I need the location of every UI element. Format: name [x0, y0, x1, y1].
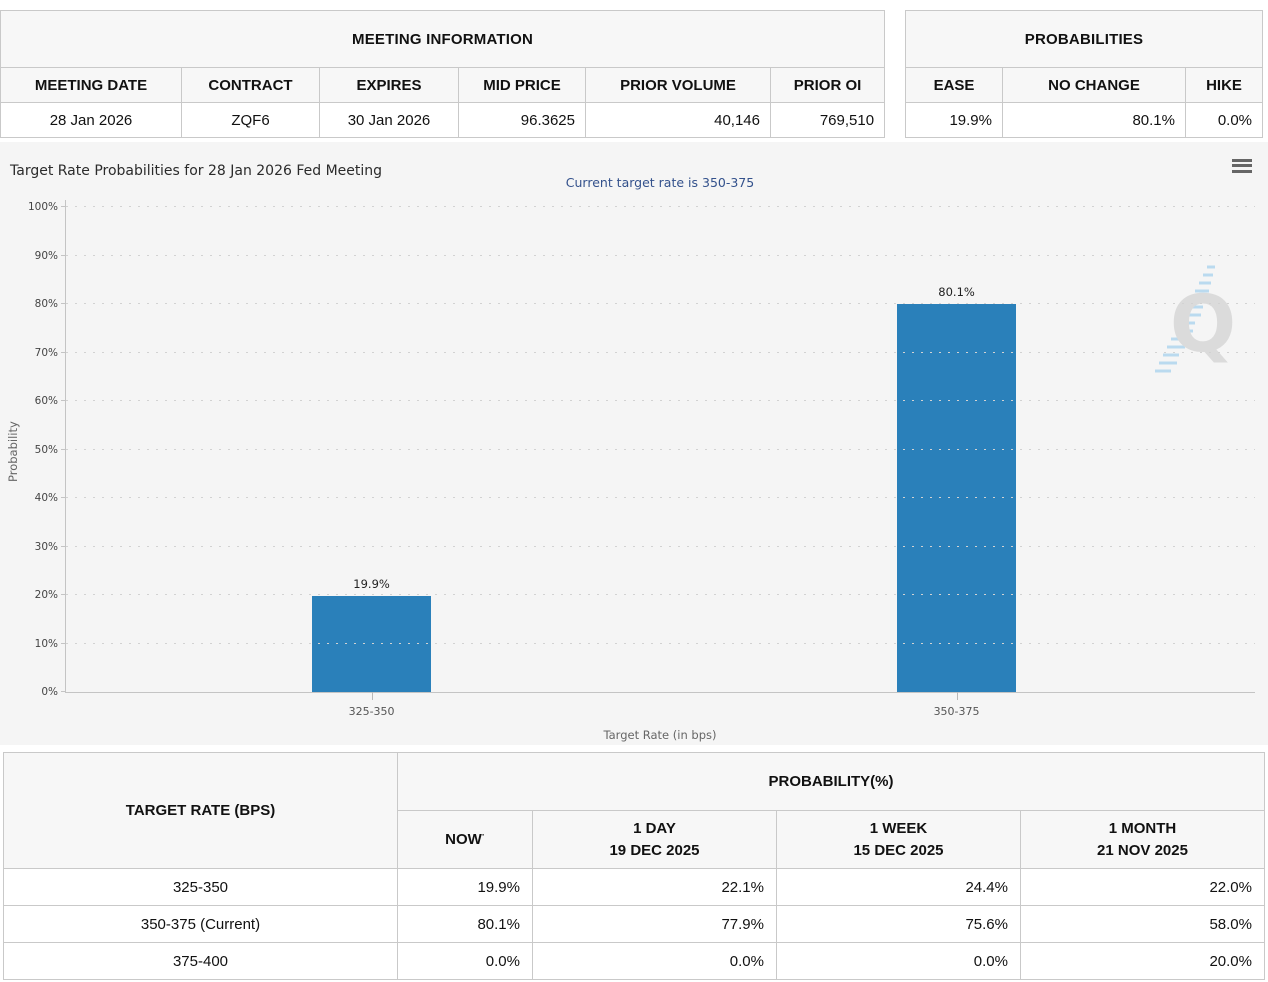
y-tick-20 [61, 594, 66, 595]
one-day-value-325-350: 22.1% [532, 868, 777, 906]
probability-group-header: PROBABILITY(%) [397, 752, 1265, 811]
gridline-100 [66, 206, 1255, 207]
rate-history-section: TARGET RATE (BPS) PROBABILITY(%) NOW· 1 … [3, 752, 1265, 980]
one-week-column-header: 1 WEEK 15 DEC 2025 [776, 810, 1021, 869]
y-tick-0 [61, 691, 66, 692]
gridline-10 [66, 642, 1255, 644]
y-tick-10 [61, 642, 66, 644]
meeting-date-value: 28 Jan 2026 [0, 102, 182, 138]
prior-oi-value: 769,510 [769, 102, 886, 138]
one-month-column-header: 1 MONTH 21 NOV 2025 [1020, 810, 1265, 869]
rate-probability-history-table: TARGET RATE (BPS) PROBABILITY(%) NOW· 1 … [3, 752, 1265, 980]
y-axis-label-60: 60% [34, 395, 58, 407]
y-tick-30 [61, 545, 66, 547]
y-tick-70 [61, 351, 66, 353]
now-value-375-400: 0.0% [397, 942, 533, 980]
gridline-90 [66, 254, 1255, 256]
y-tick-40 [61, 497, 66, 498]
prior-oi-header: PRIOR OI [769, 67, 886, 103]
mid-price-header: MID PRICE [458, 67, 586, 103]
top-summary-section: MEETING INFORMATION MEETING DATE CONTRAC… [0, 0, 1268, 142]
y-axis-label-10: 10% [34, 637, 58, 650]
svg-text:Q: Q [1170, 280, 1236, 370]
one-day-value-350-375: 77.9% [532, 905, 777, 943]
prior-volume-header: PRIOR VOLUME [585, 67, 771, 103]
y-axis-title: Probability [6, 421, 20, 483]
target-rate-bps-header: TARGET RATE (BPS) [3, 752, 398, 869]
y-tick-90 [61, 254, 66, 256]
meeting-information-title: MEETING INFORMATION [0, 10, 886, 68]
y-axis-label-80: 80% [34, 298, 58, 310]
table-row: 350-375 (Current) 80.1% 77.9% 75.6% 58.0… [3, 905, 1265, 943]
probabilities-table: PROBABILITIES EASE NO CHANGE HIKE 19.9% … [904, 10, 1264, 138]
ease-header: EASE [905, 67, 1003, 103]
probabilities-title: PROBABILITIES [904, 10, 1264, 68]
prior-volume-value: 40,146 [585, 102, 771, 138]
one-day-value-375-400: 0.0% [532, 942, 777, 980]
y-tick-50 [61, 448, 66, 450]
y-axis-label-90: 90% [34, 249, 58, 262]
y-axis-label-50: 50% [34, 443, 58, 456]
target-rate-probability-chart: Target Rate Probabilities for 28 Jan 202… [0, 142, 1268, 745]
target-rate-325-350: 325-350 [3, 868, 398, 906]
y-axis-label-40: 40% [34, 492, 58, 504]
now-value-350-375: 80.1% [397, 905, 533, 943]
now-column-header: NOW· [397, 810, 533, 869]
no-change-value: 80.1% [1002, 102, 1186, 138]
target-rate-350-375-current: 350-375 (Current) [3, 905, 398, 943]
y-tick-80 [61, 303, 66, 304]
gridline-40 [66, 497, 1255, 498]
meeting-date-header: MEETING DATE [0, 67, 182, 103]
table-row: 325-350 19.9% 22.1% 24.4% 22.0% [3, 868, 1265, 906]
plot-area: Q 19.9% 80.1% 325-350 350-375 0% 10% 20% 30… [28, 200, 1255, 718]
y-axis-label-20: 20% [34, 589, 58, 601]
gridline-80 [66, 303, 1255, 304]
expires-value: 30 Jan 2026 [319, 102, 459, 138]
mid-price-value: 96.3625 [458, 102, 586, 138]
y-tick-60 [61, 400, 66, 401]
y-axis-label-100: 100% [27, 201, 58, 213]
y-tick-100 [61, 206, 66, 207]
now-value-325-350: 19.9% [397, 868, 533, 906]
one-week-value-375-400: 0.0% [776, 942, 1021, 980]
y-axis-label-0: 0% [41, 686, 58, 698]
y-axis-cap [65, 200, 66, 207]
table-row: 375-400 0.0% 0.0% 0.0% 20.0% [3, 942, 1265, 980]
one-month-value-350-375: 58.0% [1020, 905, 1265, 943]
now-footnote-marker: · [481, 829, 485, 840]
chart-subtitle: Current target rate is 350-375 [565, 175, 755, 190]
contract-value: ZQF6 [181, 102, 320, 138]
x-tick-350-375 [956, 692, 958, 700]
expires-header: EXPIRES [319, 67, 459, 103]
bar-value-350-375: 80.1% [938, 284, 975, 299]
ease-value: 19.9% [905, 102, 1003, 138]
x-label-350-375: 350-375 [933, 705, 980, 718]
quikstrike-watermark-logo: Q [1155, 265, 1236, 373]
hike-header: HIKE [1184, 67, 1264, 103]
one-week-value-350-375: 75.6% [776, 905, 1021, 943]
gridline-20 [66, 594, 1255, 595]
x-axis-title: Target Rate (in bps) [603, 728, 717, 742]
no-change-header: NO CHANGE [1002, 67, 1186, 103]
hamburger-menu-icon[interactable] [1230, 154, 1254, 174]
chart-title: Target Rate Probabilities for 28 Jan 202… [10, 163, 383, 179]
gridline-30 [66, 545, 1255, 547]
bar-value-325-350: 19.9% [353, 576, 390, 591]
one-month-value-325-350: 22.0% [1020, 868, 1265, 906]
one-month-value-375-400: 20.0% [1020, 942, 1265, 980]
one-week-value-325-350: 24.4% [776, 868, 1021, 906]
gridline-60 [66, 400, 1255, 401]
meeting-information-table: MEETING INFORMATION MEETING DATE CONTRAC… [0, 10, 886, 138]
bar-325-350[interactable] [312, 595, 431, 692]
gridline-50 [66, 448, 1255, 450]
y-axis-label-70: 70% [34, 346, 58, 359]
gridline-70 [66, 351, 1255, 353]
hike-value: 0.0% [1184, 102, 1264, 138]
x-tick-325-350 [371, 692, 373, 700]
y-axis-label-30: 30% [34, 540, 58, 553]
x-label-325-350: 325-350 [348, 705, 395, 718]
one-day-column-header: 1 DAY 19 DEC 2025 [532, 810, 777, 869]
contract-header: CONTRACT [181, 67, 320, 103]
target-rate-375-400: 375-400 [3, 942, 398, 980]
